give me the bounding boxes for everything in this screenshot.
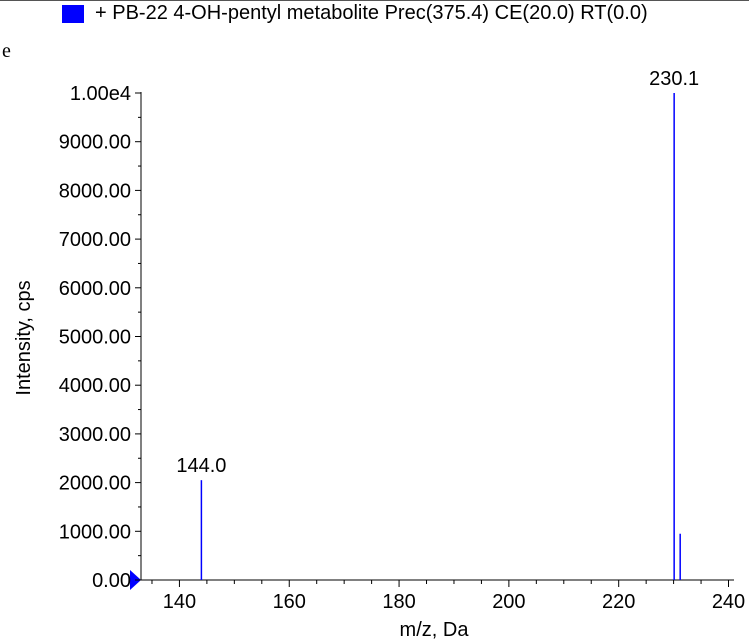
x-tick-label: 160: [273, 591, 306, 613]
x-ticks: 140 160 180 200 220 240: [151, 580, 745, 613]
top-border-line: [0, 0, 749, 1]
x-tick-label: 220: [602, 591, 635, 613]
y-tick-label: 9000.00: [59, 132, 131, 154]
x-tick-label: 200: [492, 591, 525, 613]
y-tick-label: 2000.00: [59, 473, 131, 495]
peaks: 144.0 230.1: [176, 68, 699, 580]
legend-swatch: [62, 5, 84, 23]
y-tick-label: 0.00: [92, 570, 131, 592]
y-tick-label: 1.00e4: [70, 83, 131, 105]
y-ticks: 0.00 1000.00 2000.00 3000.00 4000.00 5000.00 6…: [59, 83, 141, 592]
x-tick-label: 140: [163, 591, 196, 613]
y-tick-label: 6000.00: [59, 278, 131, 300]
y-tick-label: 1000.00: [59, 521, 131, 543]
peak-label: 144.0: [176, 455, 226, 477]
axes: [130, 92, 734, 590]
y-tick-label: 3000.00: [59, 424, 131, 446]
y-axis-title: Intensity, cps: [13, 280, 35, 395]
x-tick-label: 180: [382, 591, 415, 613]
x-tick-label: 240: [712, 591, 745, 613]
legend-label: + PB-22 4-OH-pentyl metabolite Prec(375.…: [95, 2, 648, 24]
y-tick-label: 8000.00: [59, 180, 131, 202]
peak-label: 230.1: [649, 68, 699, 90]
x-axis-title: m/z, Da: [400, 619, 470, 640]
y-tick-label: 7000.00: [59, 229, 131, 251]
clipped-text-fragment: e: [2, 40, 11, 62]
y-tick-label: 4000.00: [59, 375, 131, 397]
y-tick-label: 5000.00: [59, 327, 131, 349]
